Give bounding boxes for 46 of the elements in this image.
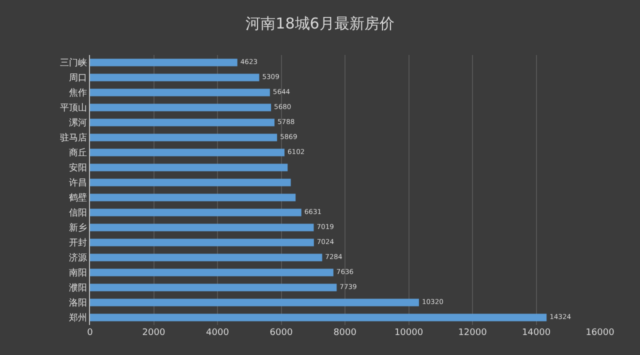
x-tick-label: 6000 xyxy=(270,328,293,338)
bar xyxy=(90,178,291,186)
bar xyxy=(90,314,547,322)
bar xyxy=(90,254,322,262)
y-tick-label: 焦作 xyxy=(69,88,88,99)
bar xyxy=(90,58,238,66)
y-tick-label: 许昌 xyxy=(69,178,88,189)
bar xyxy=(90,134,278,142)
bar xyxy=(90,208,302,216)
bar xyxy=(90,284,337,292)
y-tick-label: 漯河 xyxy=(69,118,88,129)
y-tick-label: 济源 xyxy=(69,252,88,264)
chart-title: 河南18城6月最新房价 xyxy=(246,14,394,32)
bar xyxy=(90,224,314,232)
y-tick-label: 洛阳 xyxy=(69,298,88,309)
y-tick-label: 郑州 xyxy=(69,312,88,324)
x-tick-label: 14000 xyxy=(522,328,551,338)
y-tick-label: 三门峡 xyxy=(60,58,88,69)
y-tick-label: 周口 xyxy=(69,72,88,84)
y-tick-label: 开封 xyxy=(69,238,88,249)
y-tick-label: 平顶山 xyxy=(60,102,88,114)
x-tick-label: 8000 xyxy=(334,328,357,338)
bar xyxy=(90,238,314,246)
x-tick-label: 16000 xyxy=(586,328,615,338)
y-tick-label: 鹤壁 xyxy=(69,192,88,204)
y-tick-label: 驻马店 xyxy=(60,132,88,144)
y-tick-label: 南阳 xyxy=(69,268,88,279)
x-tick-label: 0 xyxy=(87,328,94,338)
bar xyxy=(90,88,270,96)
bar xyxy=(90,74,260,82)
bar xyxy=(90,298,419,306)
x-tick-label: 10000 xyxy=(394,328,424,338)
y-tick-label: 商丘 xyxy=(69,148,88,159)
bar xyxy=(90,104,272,112)
bar xyxy=(90,268,334,276)
y-tick-label: 信阳 xyxy=(69,208,88,219)
x-tick-label: 4000 xyxy=(206,328,230,338)
bar xyxy=(90,164,288,172)
y-tick-label: 濮阳 xyxy=(69,282,88,294)
bar xyxy=(90,118,274,126)
x-tick-label: 2000 xyxy=(142,328,166,338)
bar xyxy=(90,148,284,156)
y-tick-label: 安阳 xyxy=(69,162,88,174)
bar xyxy=(90,194,296,202)
y-tick-label: 新乡 xyxy=(69,222,88,234)
x-tick-label: 12000 xyxy=(458,328,488,338)
